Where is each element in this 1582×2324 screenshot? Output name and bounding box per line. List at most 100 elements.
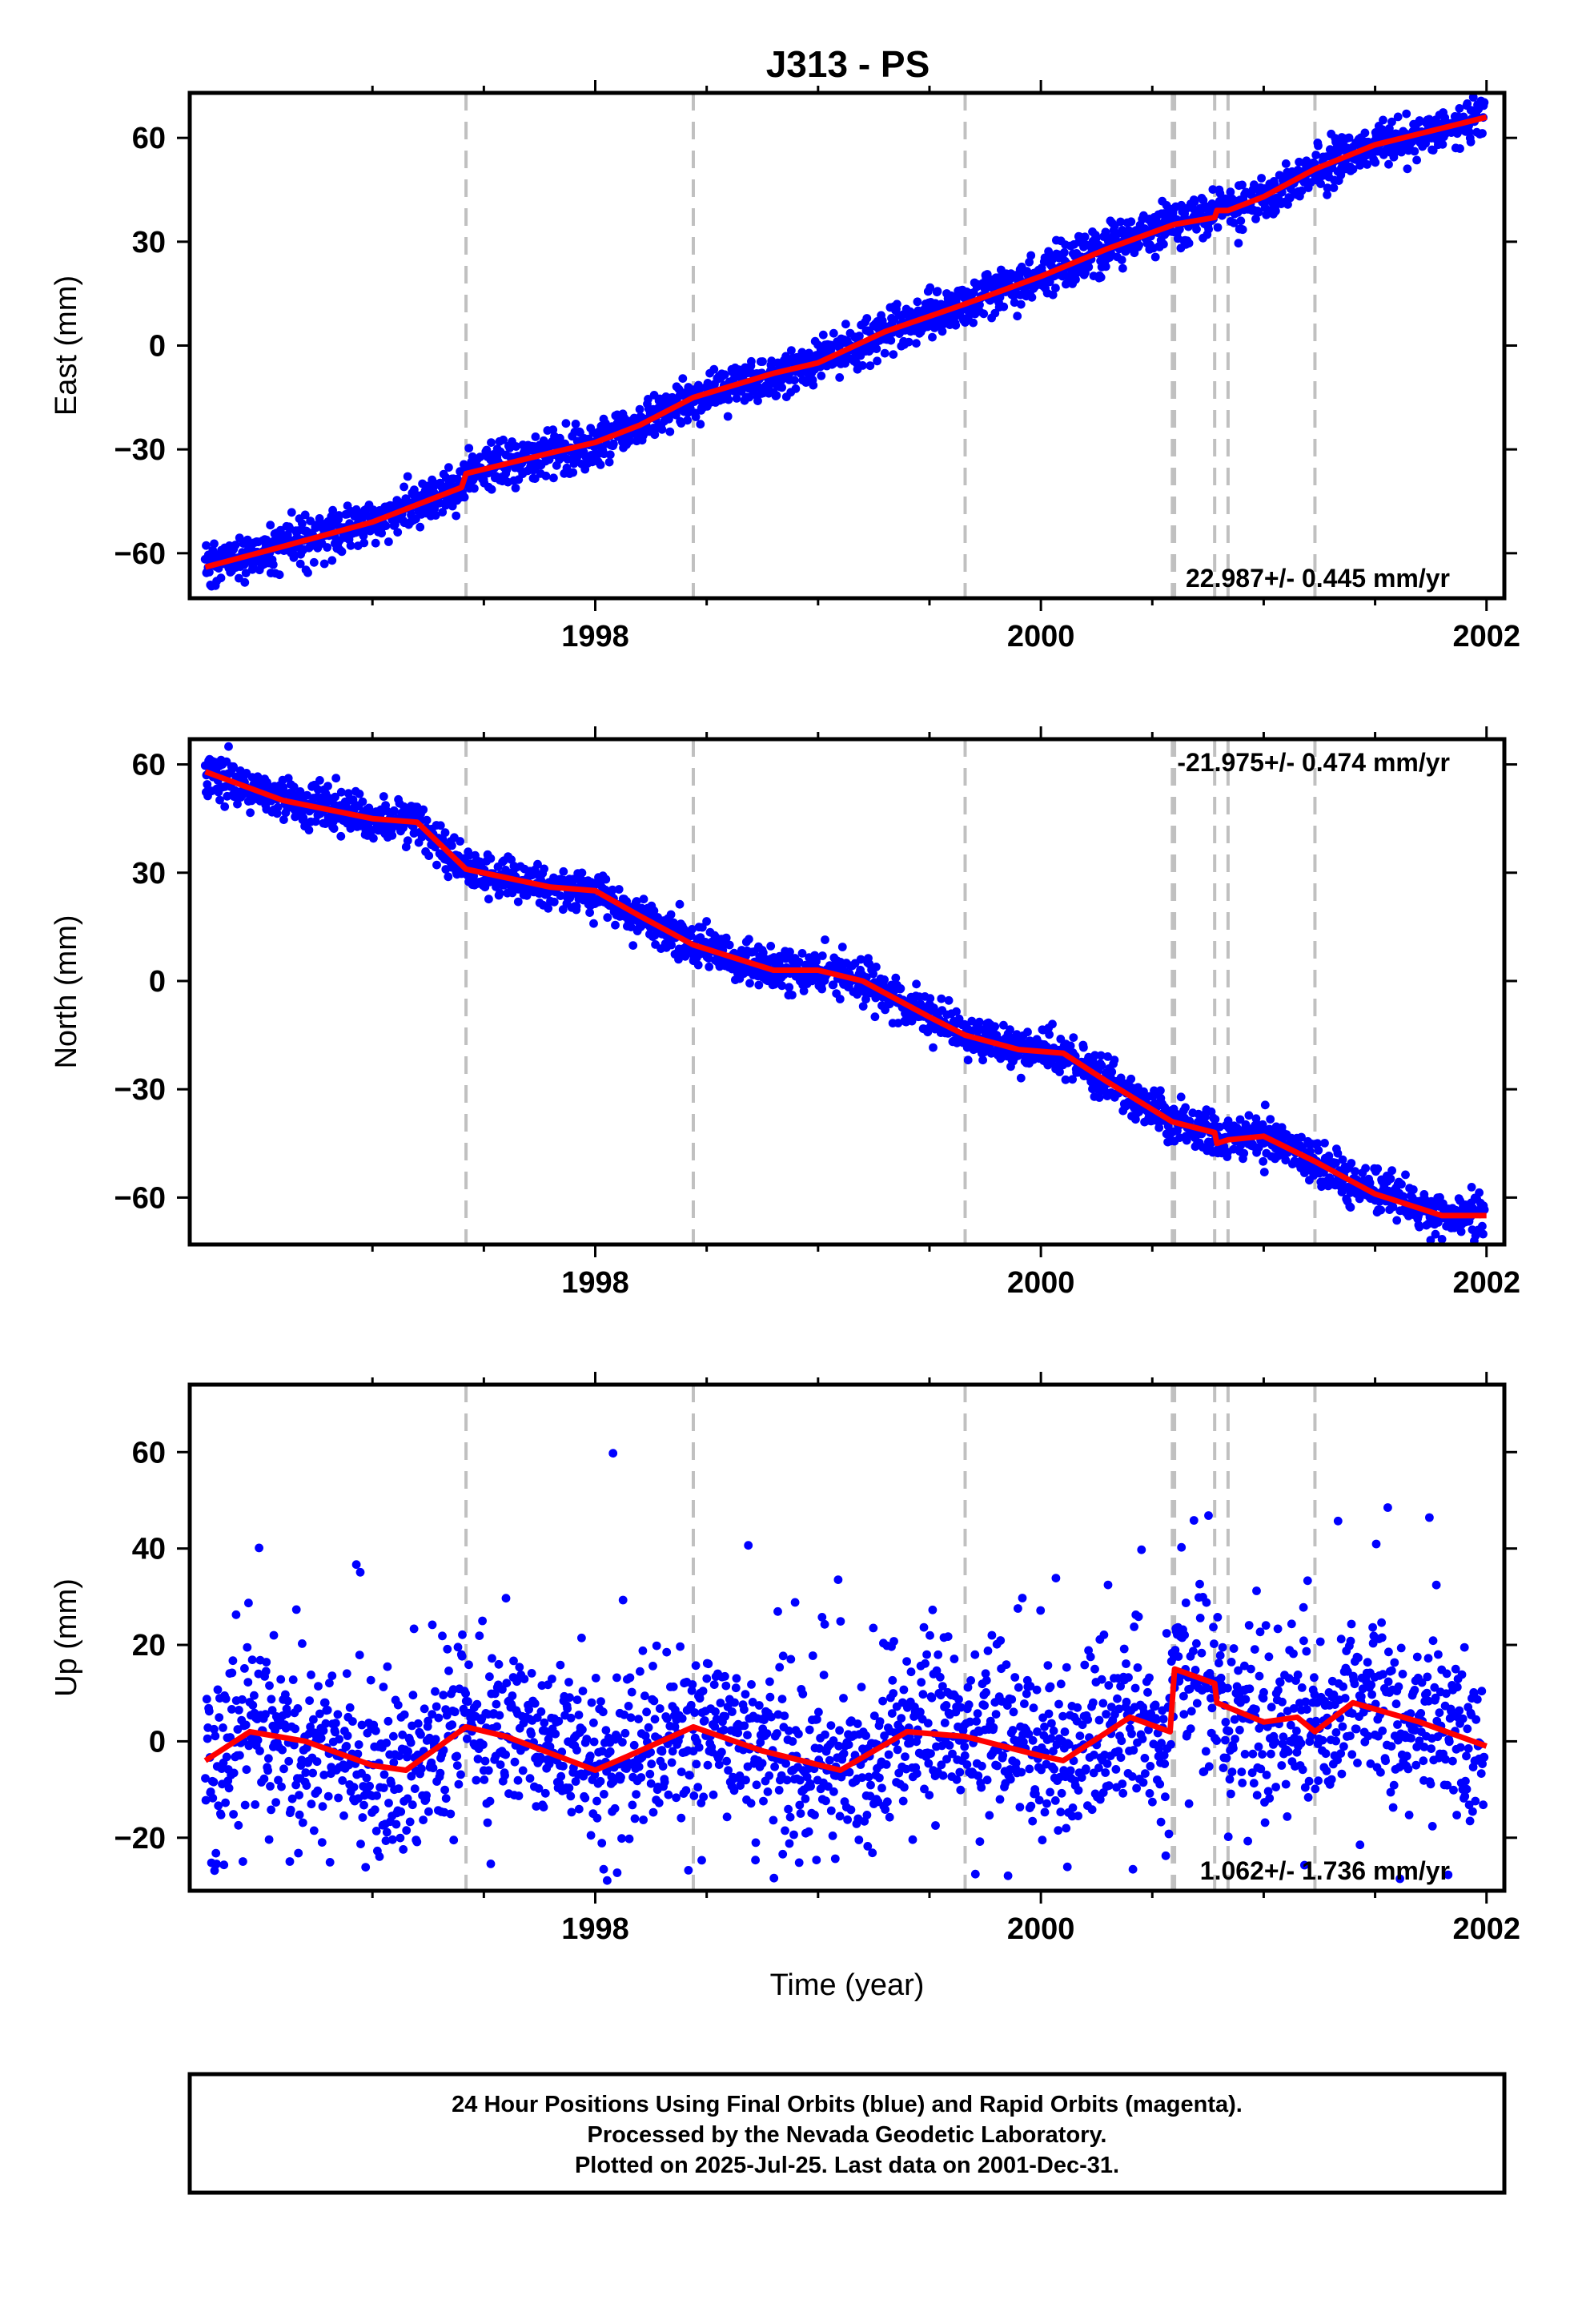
data-point bbox=[387, 1835, 397, 1844]
data-point bbox=[608, 1449, 618, 1458]
data-point bbox=[1297, 186, 1307, 195]
data-point bbox=[571, 420, 580, 428]
data-point bbox=[312, 1757, 322, 1767]
data-point bbox=[1314, 141, 1323, 151]
data-point bbox=[667, 1758, 677, 1767]
data-point bbox=[1156, 1086, 1165, 1096]
data-point bbox=[627, 1687, 636, 1697]
data-point bbox=[638, 1646, 648, 1655]
data-point bbox=[331, 1727, 340, 1737]
data-point bbox=[785, 983, 794, 992]
data-point bbox=[309, 1826, 319, 1835]
data-point bbox=[1190, 197, 1199, 207]
data-point bbox=[585, 1751, 595, 1761]
x-tick-label: 2002 bbox=[1452, 620, 1520, 653]
y-tick-label: 0 bbox=[149, 330, 166, 364]
data-point bbox=[259, 1774, 269, 1783]
data-point bbox=[440, 828, 450, 838]
data-points bbox=[201, 1449, 1489, 1885]
data-point bbox=[612, 1673, 621, 1683]
data-point bbox=[253, 772, 263, 782]
data-point bbox=[1387, 1166, 1396, 1176]
data-point bbox=[886, 336, 896, 345]
data-point bbox=[1234, 239, 1243, 248]
data-point bbox=[202, 541, 211, 550]
data-point bbox=[289, 553, 299, 562]
rate-annotation: 22.987+/- 0.445 mm/yr bbox=[1186, 564, 1450, 593]
data-point bbox=[359, 1800, 368, 1810]
data-point bbox=[534, 1783, 544, 1793]
data-point bbox=[1373, 1164, 1383, 1173]
data-point bbox=[1259, 1168, 1269, 1176]
data-point bbox=[531, 432, 540, 441]
data-point bbox=[1410, 147, 1419, 156]
data-point bbox=[321, 1719, 331, 1728]
data-point bbox=[325, 1858, 335, 1867]
data-point bbox=[681, 1786, 691, 1795]
data-point bbox=[201, 1774, 210, 1783]
data-point bbox=[856, 955, 865, 964]
data-point bbox=[436, 821, 445, 830]
data-point bbox=[396, 1833, 405, 1843]
data-point bbox=[1456, 1227, 1466, 1236]
data-point bbox=[1068, 1075, 1077, 1084]
data-point bbox=[672, 1793, 681, 1803]
x-tick-label: 1998 bbox=[561, 1266, 629, 1300]
data-point bbox=[224, 742, 233, 751]
data-point bbox=[1117, 255, 1126, 264]
data-point bbox=[1101, 262, 1110, 271]
y-tick-label: 30 bbox=[132, 857, 166, 891]
data-point bbox=[1025, 257, 1034, 267]
data-point bbox=[219, 1723, 227, 1732]
data-point bbox=[240, 1664, 249, 1673]
data-point bbox=[1379, 115, 1387, 125]
data-point bbox=[904, 337, 913, 347]
data-point bbox=[211, 1731, 220, 1741]
data-point bbox=[342, 802, 351, 812]
data-point bbox=[335, 1735, 343, 1744]
data-point bbox=[464, 444, 474, 452]
data-point bbox=[213, 1685, 223, 1695]
data-point bbox=[512, 442, 520, 451]
data-point bbox=[758, 948, 768, 957]
data-point bbox=[325, 1679, 334, 1688]
data-point bbox=[995, 292, 1005, 302]
data-point bbox=[809, 380, 818, 390]
data-point bbox=[353, 1749, 363, 1759]
data-point bbox=[1062, 279, 1070, 289]
data-point bbox=[302, 1781, 311, 1790]
data-point bbox=[577, 868, 587, 878]
data-point bbox=[278, 1745, 287, 1755]
data-point bbox=[540, 1788, 550, 1798]
data-point bbox=[355, 1567, 365, 1577]
data-point bbox=[417, 1764, 426, 1774]
data-point bbox=[556, 433, 564, 443]
data-point bbox=[665, 414, 673, 424]
data-point bbox=[393, 1700, 403, 1710]
data-point bbox=[1313, 1139, 1322, 1148]
data-point bbox=[422, 815, 432, 825]
data-point bbox=[513, 897, 523, 907]
data-point bbox=[379, 792, 388, 801]
data-point bbox=[688, 1680, 697, 1689]
data-point bbox=[1213, 223, 1223, 232]
data-point bbox=[343, 1731, 352, 1740]
data-point bbox=[1051, 283, 1060, 293]
data-point bbox=[772, 391, 781, 400]
data-point bbox=[785, 947, 794, 956]
data-point bbox=[636, 1667, 644, 1676]
data-point bbox=[880, 348, 889, 358]
data-point bbox=[566, 1791, 576, 1801]
data-point bbox=[1351, 1167, 1359, 1176]
data-point bbox=[705, 962, 714, 971]
data-point bbox=[658, 1762, 668, 1771]
data-point bbox=[416, 522, 425, 532]
data-point bbox=[628, 1800, 637, 1810]
data-point bbox=[634, 1762, 644, 1771]
data-point bbox=[999, 302, 1009, 312]
data-point bbox=[869, 969, 877, 979]
data-point bbox=[220, 802, 230, 811]
data-point bbox=[456, 837, 464, 846]
